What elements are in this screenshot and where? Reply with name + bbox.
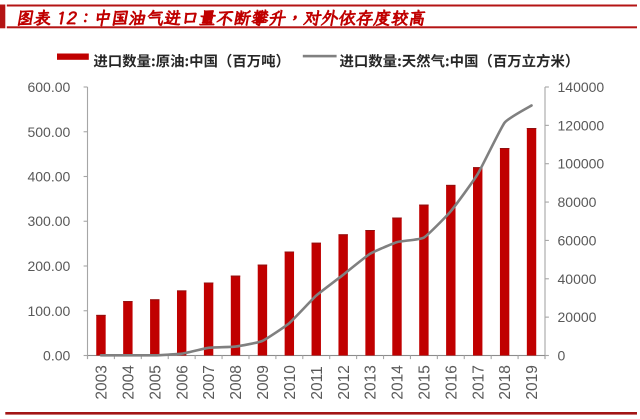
svg-text:2008: 2008: [228, 365, 245, 399]
svg-text:2019: 2019: [524, 365, 541, 399]
svg-text:2010: 2010: [282, 365, 299, 400]
svg-text:2017: 2017: [470, 365, 487, 399]
svg-text:200.00: 200.00: [27, 258, 70, 274]
svg-text:20000: 20000: [558, 309, 597, 325]
svg-text:120000: 120000: [558, 117, 605, 133]
svg-text:2006: 2006: [174, 365, 191, 399]
svg-text:2018: 2018: [497, 365, 514, 399]
svg-text:2009: 2009: [255, 365, 272, 399]
svg-text:2016: 2016: [443, 365, 460, 399]
svg-text:100.00: 100.00: [27, 303, 70, 319]
svg-text:300.00: 300.00: [27, 213, 70, 229]
svg-text:2013: 2013: [363, 365, 380, 399]
svg-text:2005: 2005: [147, 365, 164, 399]
svg-text:2003: 2003: [94, 365, 111, 399]
svg-text:0.00: 0.00: [43, 348, 70, 364]
svg-text:2007: 2007: [201, 365, 218, 399]
svg-text:60000: 60000: [558, 232, 597, 248]
svg-text:2012: 2012: [336, 365, 353, 399]
svg-text:80000: 80000: [558, 194, 597, 210]
svg-text:600.00: 600.00: [27, 79, 70, 95]
svg-text:2015: 2015: [417, 365, 434, 399]
svg-text:40000: 40000: [558, 271, 597, 287]
svg-text:0: 0: [558, 348, 566, 364]
svg-text:140000: 140000: [558, 79, 605, 95]
svg-text:100000: 100000: [558, 156, 605, 172]
svg-text:2014: 2014: [390, 365, 407, 400]
svg-text:500.00: 500.00: [27, 124, 70, 140]
svg-text:2011: 2011: [309, 366, 326, 399]
svg-text:2004: 2004: [121, 365, 138, 400]
svg-text:400.00: 400.00: [27, 169, 70, 185]
